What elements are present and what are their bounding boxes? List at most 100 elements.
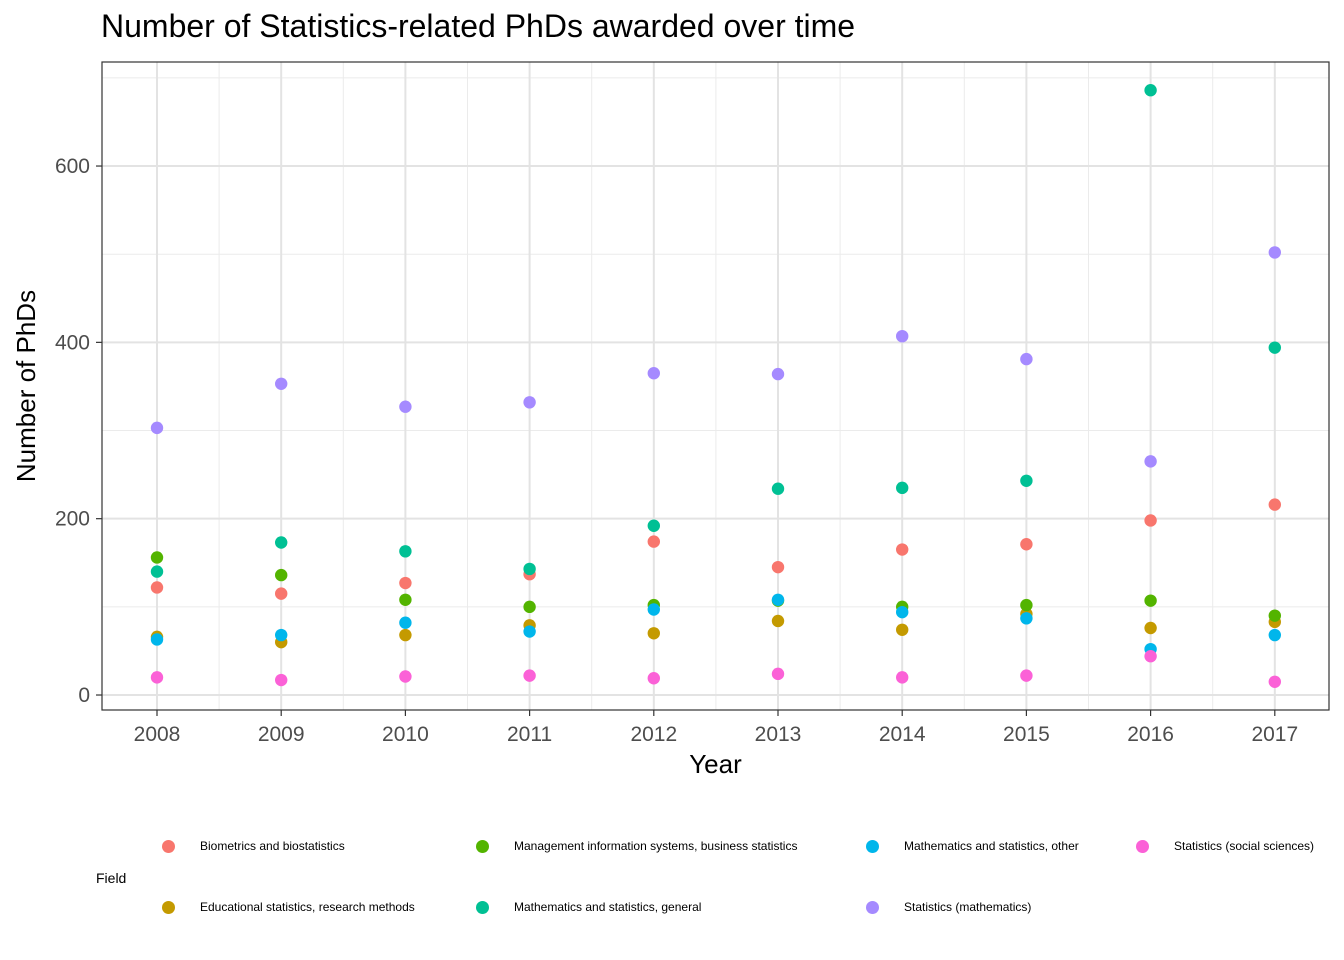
x-tick-label: 2012	[630, 723, 677, 746]
x-tick-label: 2010	[382, 723, 429, 746]
legend-key	[1136, 839, 1149, 853]
x-tick-label: 2011	[507, 723, 552, 746]
data-point: Statistics (mathematics) 2013: 364	[771, 367, 785, 381]
data-point: Mathematics and statistics, other 2008: …	[150, 633, 164, 646]
data-point: Mathematics and statistics, other 2015: …	[1020, 612, 1033, 625]
y-axis-title: Number of PhDs	[11, 290, 41, 482]
plot-panel-border	[101, 61, 1330, 711]
data-point: Management information systems, business…	[1020, 598, 1033, 612]
legend-item: Management information systems, business…	[476, 839, 797, 853]
data-point: Statistics (social sciences) 2010: 21	[399, 670, 412, 683]
data-point: Mathematics and statistics, general 2011…	[523, 562, 536, 576]
chart-title: Number of Statistics-related PhDs awarde…	[101, 8, 856, 44]
data-point: Statistics (mathematics) 2017: 502	[1268, 246, 1282, 259]
x-tick-label: 2014	[879, 723, 926, 746]
data-point: Mathematics and statistics, other 2012: …	[647, 603, 660, 616]
data-point: Management information systems, business…	[399, 593, 412, 606]
data-point: Statistics (mathematics) 2016: 265	[1144, 455, 1157, 468]
data-point: Statistics (social sciences) 2009: 17	[275, 673, 288, 687]
data-point: Statistics (social sciences) 2012: 19	[647, 672, 660, 685]
data-point: Statistics (mathematics) 2010: 327	[399, 400, 412, 413]
data-point: Management information systems, business…	[523, 600, 536, 614]
data-point: Mathematics and statistics, other 2013: …	[771, 593, 785, 606]
data-point: Biometrics and biostatistics 2012: 174	[647, 535, 660, 548]
data-point: Statistics (mathematics) 2011: 332	[523, 396, 536, 409]
legend-item: Mathematics and statistics, other	[866, 839, 1079, 853]
data-point: Mathematics and statistics, general 2014…	[896, 481, 909, 495]
data-point: Biometrics and biostatistics 2013: 145	[771, 560, 785, 574]
data-point: Mathematics and statistics, other 2010: …	[399, 616, 412, 629]
data-point: Educational statistics, research methods…	[647, 627, 660, 640]
data-point: Mathematics and statistics, general 2012…	[647, 519, 660, 532]
legend-item: Educational statistics, research methods	[162, 900, 415, 914]
data-points: Biometrics and biostatistics 2008: 122 Bi…	[150, 84, 1282, 688]
x-tick-label: 2017	[1251, 723, 1298, 746]
legend-item: Statistics (mathematics)	[866, 900, 1031, 914]
data-point: Educational statistics, research methods…	[1144, 621, 1157, 635]
legend-key	[476, 900, 489, 914]
data-point: Statistics (social sciences) 2011: 22	[523, 669, 536, 682]
data-point: Management information systems, business…	[150, 551, 164, 564]
data-point: Statistics (mathematics) 2012: 365	[647, 367, 660, 380]
y-tick-label: 0	[78, 684, 90, 707]
data-point: Statistics (mathematics) 2015: 381	[1020, 352, 1033, 366]
data-point: Biometrics and biostatistics 2010: 127	[399, 576, 412, 590]
legend-label: Educational statistics, research methods	[200, 900, 415, 914]
data-point: Statistics (social sciences) 2016: 44	[1144, 650, 1157, 663]
data-point: Mathematics and statistics, general 2015…	[1020, 474, 1033, 487]
legend-item: Mathematics and statistics, general	[476, 900, 701, 914]
legend-key	[476, 839, 489, 853]
legend-title: Field	[96, 870, 127, 886]
data-point: Biometrics and biostatistics 2015: 171	[1020, 538, 1033, 551]
x-tick-label: 2016	[1127, 723, 1174, 746]
data-point: Biometrics and biostatistics 2014: 165	[896, 543, 909, 556]
data-point: Mathematics and statistics, general 2008…	[150, 565, 164, 578]
data-point: Statistics (social sciences) 2015: 22	[1020, 669, 1033, 682]
x-tick-label: 2015	[1003, 723, 1050, 746]
data-point: Statistics (social sciences) 2017: 15	[1268, 675, 1282, 688]
legend-label: Mathematics and statistics, other	[904, 839, 1079, 853]
legend-key	[162, 900, 175, 914]
data-point: Educational statistics, research methods…	[896, 623, 909, 636]
data-point: Mathematics and statistics, other 2017: …	[1268, 628, 1282, 642]
data-point: Biometrics and biostatistics 2017: 216	[1268, 498, 1282, 511]
data-point: Mathematics and statistics, general 2017…	[1268, 341, 1282, 354]
legend-label: Mathematics and statistics, general	[514, 900, 702, 914]
data-point: Biometrics and biostatistics 2008: 122	[150, 581, 164, 594]
legend-item: Biometrics and biostatistics	[162, 839, 345, 853]
legend-label: Statistics (mathematics)	[904, 900, 1032, 914]
data-point: Statistics (mathematics) 2014: 407	[896, 329, 909, 343]
legend-key	[866, 900, 879, 914]
data-point: Biometrics and biostatistics 2016: 198	[1144, 514, 1157, 527]
data-point: Mathematics and statistics, other 2011: …	[523, 625, 536, 638]
y-tick-label: 600	[55, 155, 90, 178]
legend-item: Statistics (social sciences)	[1136, 839, 1314, 853]
data-point: Mathematics and statistics, general 2010…	[399, 545, 412, 558]
data-point: Statistics (mathematics) 2009: 353	[275, 377, 288, 390]
data-point: Mathematics and statistics, other 2014: …	[896, 605, 909, 619]
data-point: Management information systems, business…	[275, 568, 288, 582]
data-point: Statistics (social sciences) 2014: 20	[896, 671, 909, 684]
y-tick-label: 400	[55, 331, 90, 354]
data-point: Educational statistics, research methods…	[399, 628, 412, 642]
data-point: Biometrics and biostatistics 2009: 115	[275, 587, 288, 600]
x-axis-title: Year	[689, 749, 742, 779]
y-tick-label: 200	[55, 508, 90, 531]
data-point: Mathematics and statistics, other 2009: …	[275, 628, 288, 642]
x-tick-label: 2013	[755, 723, 802, 746]
legend-key	[162, 839, 175, 853]
data-point: Mathematics and statistics, general 2013…	[771, 482, 785, 495]
axis-ticks: 0 200 400 600 2008 2009 2010 2011 2012 2013 2014 20…	[55, 155, 1298, 746]
legend-label: Management information systems, business…	[514, 839, 798, 853]
data-point: Statistics (mathematics) 2008: 303	[150, 421, 164, 435]
data-point: Mathematics and statistics, general 2009…	[275, 536, 288, 549]
data-point: Educational statistics, research methods…	[771, 614, 785, 628]
x-tick-label: 2009	[258, 723, 305, 746]
data-point: Statistics (social sciences) 2013: 24	[771, 667, 785, 681]
data-point: Statistics (social sciences) 2008: 20	[150, 671, 164, 684]
x-tick-label: 2008	[134, 723, 181, 746]
data-point: Mathematics and statistics, general 2016…	[1144, 84, 1157, 97]
legend-key	[866, 839, 879, 853]
legend-label: Biometrics and biostatistics	[200, 839, 345, 853]
